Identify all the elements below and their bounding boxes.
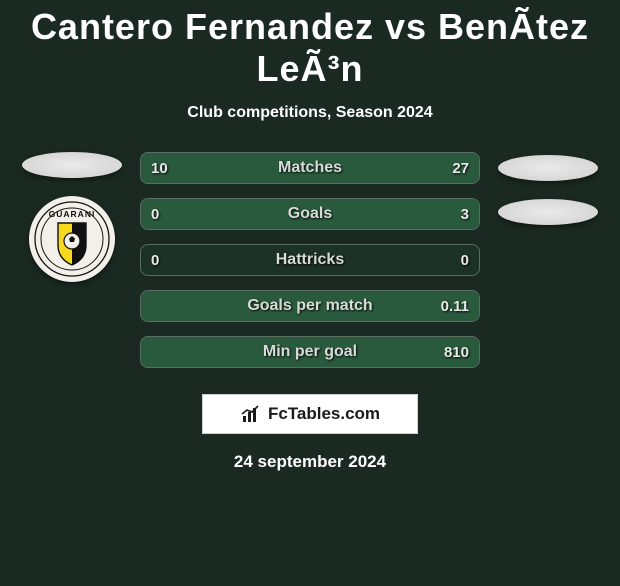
stat-label: Min per goal: [263, 343, 357, 361]
right-player-col: [498, 152, 598, 225]
chart-icon: [240, 403, 262, 425]
stat-bar-matches: 10 Matches 27: [140, 152, 480, 184]
guarani-badge-icon: GUARANI: [34, 201, 110, 277]
stat-value-right: 0.11: [441, 298, 469, 315]
brand-box[interactable]: FcTables.com: [202, 394, 418, 434]
stat-value-right: 27: [452, 160, 469, 177]
stat-value-right: 0: [461, 252, 469, 269]
stat-label: Goals per match: [247, 297, 372, 315]
stat-fill-right: [232, 153, 479, 183]
player-right-avatar-placeholder: [498, 155, 598, 181]
stat-value-left: 0: [151, 206, 159, 223]
stat-label: Matches: [278, 159, 342, 177]
stat-bar-hattricks: 0 Hattricks 0: [140, 244, 480, 276]
brand-text: FcTables.com: [268, 404, 380, 424]
stat-label: Goals: [288, 205, 332, 223]
stat-value-right: 810: [444, 344, 469, 361]
club-badge-left: GUARANI: [29, 196, 115, 282]
stat-bar-goals-per-match: Goals per match 0.11: [140, 290, 480, 322]
page-title: Cantero Fernandez vs BenÃ­tez LeÃ³n: [10, 6, 610, 90]
stat-value-left: 10: [151, 160, 168, 177]
stat-value-right: 3: [461, 206, 469, 223]
comparison-row: GUARANI 10 Matches 27: [10, 152, 610, 368]
stat-label: Hattricks: [276, 251, 344, 269]
subtitle: Club competitions, Season 2024: [10, 104, 610, 122]
stat-value-left: 0: [151, 252, 159, 269]
stat-bar-goals: 0 Goals 3: [140, 198, 480, 230]
stat-bar-min-per-goal: Min per goal 810: [140, 336, 480, 368]
player-left-avatar-placeholder: [22, 152, 122, 178]
stats-column: 10 Matches 27 0 Goals 3 0 Hattricks 0: [140, 152, 480, 368]
date-line: 24 september 2024: [10, 452, 610, 472]
svg-text:GUARANI: GUARANI: [49, 209, 96, 219]
left-player-col: GUARANI: [22, 152, 122, 282]
club-badge-right-placeholder: [498, 199, 598, 225]
